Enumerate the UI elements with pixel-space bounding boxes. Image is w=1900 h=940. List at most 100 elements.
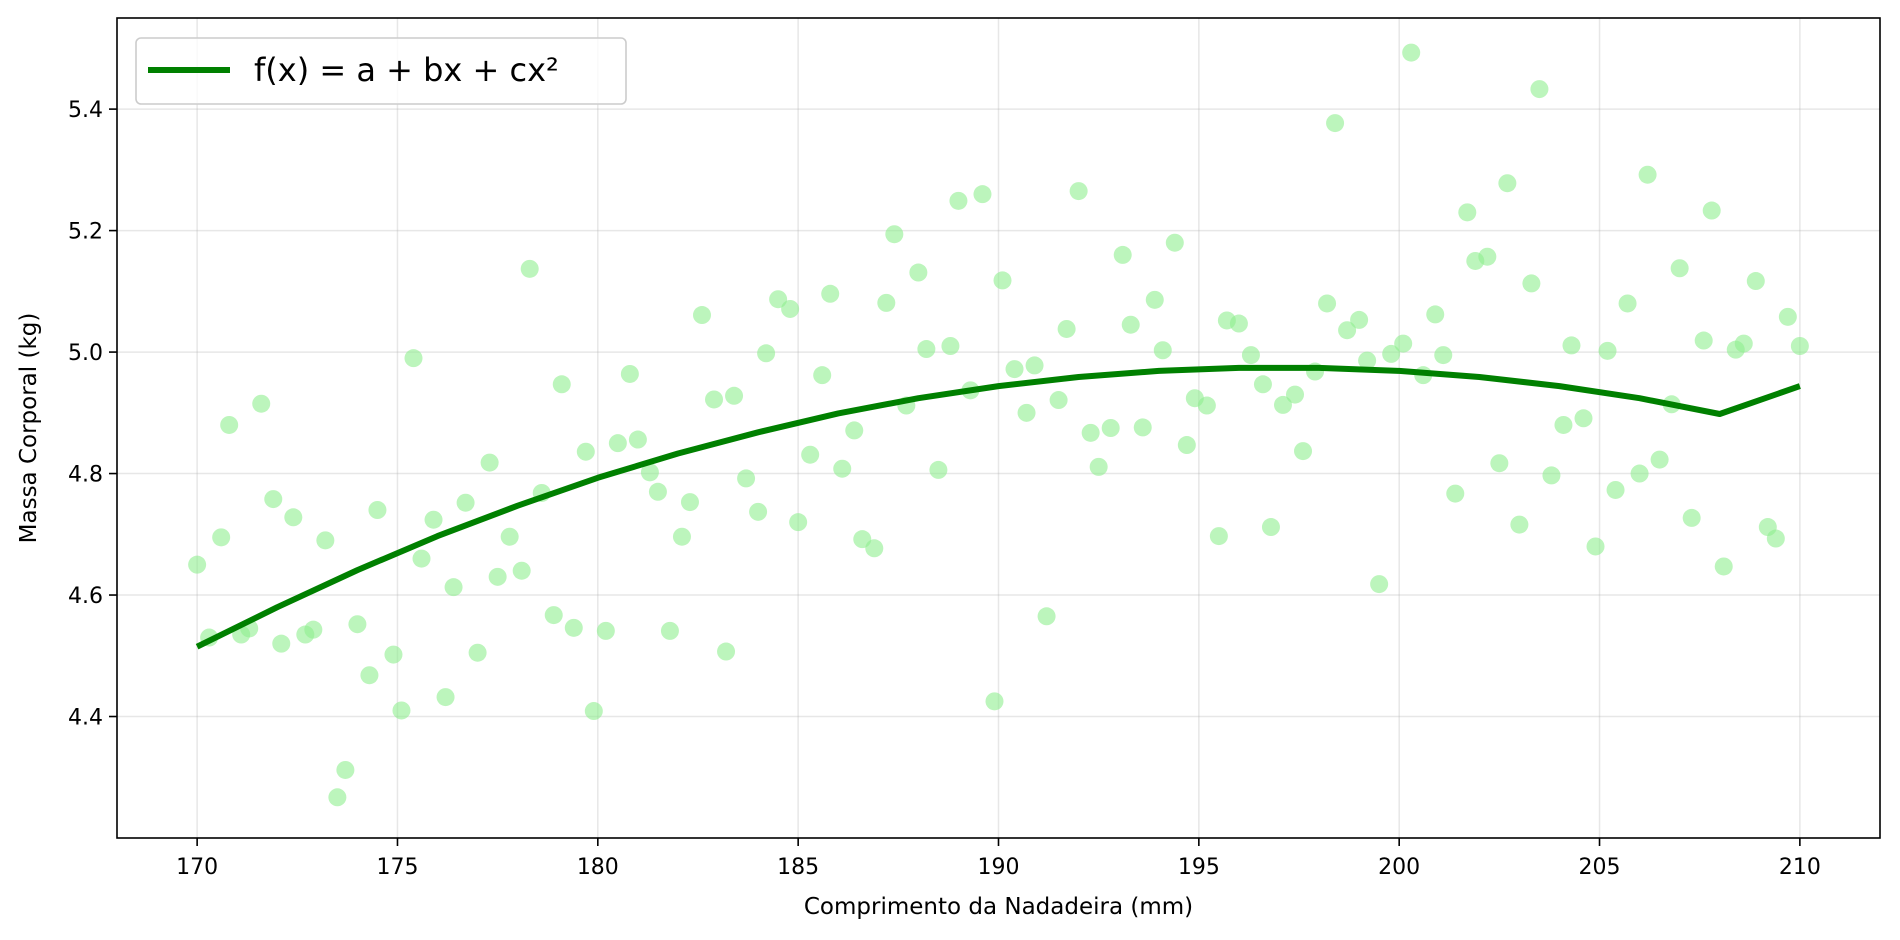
- data-point: [680, 493, 699, 512]
- legend-label-fit: f(x) = a + bx + cx²: [254, 51, 559, 89]
- data-point: [1241, 346, 1260, 365]
- data-point: [596, 621, 615, 640]
- data-point: [1606, 480, 1625, 499]
- data-point: [1630, 464, 1649, 483]
- data-point: [284, 508, 303, 527]
- data-point: [488, 567, 507, 586]
- data-point: [1766, 529, 1785, 548]
- data-point: [1318, 294, 1337, 313]
- data-point: [328, 788, 347, 807]
- data-point: [1426, 305, 1445, 324]
- data-point: [985, 692, 1004, 711]
- data-point: [480, 453, 499, 472]
- data-point: [424, 510, 443, 529]
- data-point: [949, 191, 968, 210]
- data-point: [801, 445, 820, 464]
- data-point: [520, 259, 539, 278]
- x-tick-label: 210: [1779, 855, 1821, 880]
- data-point: [1638, 165, 1657, 184]
- data-point: [1121, 315, 1140, 334]
- data-point: [1101, 419, 1120, 437]
- data-point: [1618, 294, 1637, 313]
- data-point: [705, 390, 724, 409]
- x-tick-label: 170: [176, 855, 218, 880]
- data-point: [973, 185, 992, 204]
- data-point: [1598, 341, 1617, 360]
- data-point: [1562, 336, 1581, 355]
- data-point: [1554, 415, 1573, 434]
- data-point: [1081, 423, 1100, 442]
- data-point: [1261, 518, 1280, 537]
- data-point: [608, 434, 627, 453]
- data-point: [1498, 174, 1517, 193]
- data-point: [1350, 310, 1369, 329]
- y-axis-ticks: 4.4 4.6 4.8 5.0 5.2 5.4: [68, 98, 117, 731]
- data-point: [1177, 436, 1196, 455]
- data-point: [1530, 80, 1549, 99]
- data-point: [1370, 575, 1389, 594]
- x-tick-label: 180: [577, 855, 619, 880]
- x-tick-label: 200: [1378, 855, 1420, 880]
- data-point: [500, 527, 519, 546]
- data-point: [412, 549, 431, 568]
- data-point: [584, 702, 603, 721]
- y-tick-label: 4.4: [68, 706, 103, 731]
- data-points: [188, 43, 1809, 807]
- x-axis-ticks: 170 175 180 185 190 195 200 205 210: [176, 838, 1821, 880]
- y-tick-label: 4.6: [68, 584, 103, 609]
- data-point: [769, 290, 788, 309]
- data-point: [1113, 245, 1132, 264]
- data-point: [717, 642, 736, 661]
- data-point: [757, 344, 776, 363]
- legend-box: [135, 37, 627, 105]
- grid-lines: [117, 18, 1880, 838]
- data-point: [1510, 515, 1529, 534]
- data-point: [833, 459, 852, 478]
- data-point: [845, 421, 864, 440]
- data-point: [737, 469, 756, 488]
- data-point: [941, 337, 960, 355]
- data-point: [1037, 607, 1056, 626]
- data-point: [1682, 508, 1701, 527]
- data-point: [1049, 391, 1068, 410]
- data-point: [1197, 396, 1216, 415]
- y-tick-label: 4.8: [68, 463, 103, 488]
- data-point: [692, 306, 711, 325]
- data-point: [1670, 259, 1689, 278]
- data-point: [1326, 114, 1345, 133]
- data-point: [640, 463, 659, 482]
- data-point: [1394, 334, 1413, 353]
- data-point: [1478, 247, 1497, 266]
- data-point: [672, 527, 691, 546]
- data-point: [885, 225, 904, 244]
- data-point: [1294, 442, 1313, 461]
- data-point: [212, 528, 231, 547]
- data-point: [1434, 346, 1453, 365]
- data-point: [1574, 409, 1593, 428]
- data-point: [865, 539, 884, 558]
- data-point: [749, 502, 768, 521]
- data-point: [1089, 457, 1108, 476]
- data-point: [1490, 454, 1509, 473]
- data-point: [304, 620, 323, 639]
- y-tick-label: 5.2: [68, 220, 103, 245]
- data-point: [1694, 331, 1713, 350]
- data-point: [648, 482, 667, 501]
- data-point: [781, 299, 800, 318]
- data-point: [404, 349, 423, 368]
- data-point: [1017, 403, 1036, 422]
- data-point: [821, 284, 840, 303]
- fit-curve: [195, 364, 1801, 650]
- data-point: [725, 386, 744, 405]
- data-point: [1702, 201, 1721, 220]
- data-point: [456, 493, 475, 512]
- data-point: [1358, 351, 1377, 370]
- data-point: [1273, 395, 1292, 414]
- data-point: [512, 561, 531, 580]
- data-point: [1209, 527, 1228, 546]
- x-tick-label: 195: [1178, 855, 1220, 880]
- x-tick-label: 190: [978, 855, 1020, 880]
- data-point: [368, 501, 387, 519]
- data-point: [1145, 290, 1164, 309]
